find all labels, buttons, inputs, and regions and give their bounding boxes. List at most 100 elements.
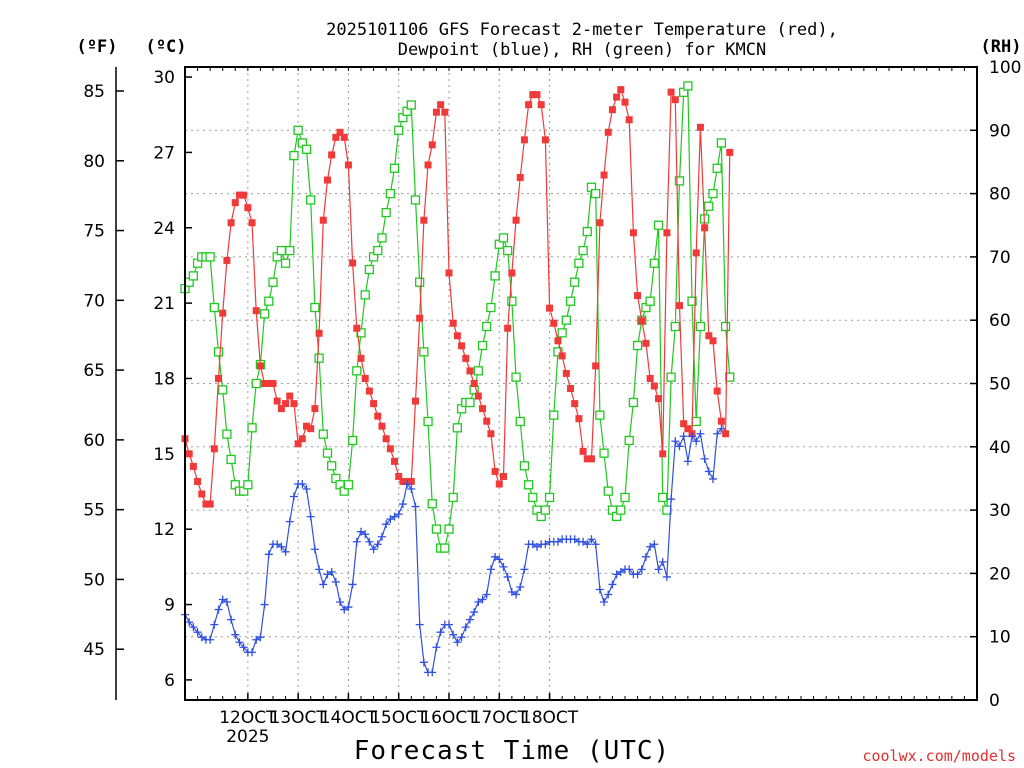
rh-marker: [259, 309, 270, 319]
dewpoint-marker: [315, 565, 324, 574]
rh-marker: [482, 321, 492, 332]
rh-marker: [440, 543, 450, 553]
rh-marker: [264, 296, 274, 306]
temperature-marker: [357, 354, 365, 362]
dewpoint-marker: [369, 545, 378, 554]
dewpoint-marker: [264, 550, 273, 559]
rh-marker: [427, 499, 437, 509]
celsius-tick-label: 6: [164, 671, 175, 691]
rh-marker: [557, 328, 567, 338]
rh-marker: [498, 233, 509, 243]
rh-marker: [213, 347, 224, 357]
rh-marker: [486, 302, 496, 313]
temperature-marker: [265, 380, 273, 387]
temperature-marker: [634, 292, 642, 300]
rh-marker: [490, 271, 500, 281]
dewpoint-marker: [256, 633, 265, 642]
rh-marker: [653, 220, 664, 230]
temperature-marker: [659, 450, 667, 458]
dewpoint-marker: [302, 485, 311, 493]
rh-marker: [452, 423, 463, 433]
temperature-marker: [445, 269, 453, 277]
rh-unit-label: (RH): [981, 37, 1022, 57]
dewpoint-marker: [373, 540, 382, 549]
dewpoint-marker: [298, 479, 307, 488]
temperature-marker: [189, 462, 197, 470]
temperature-marker: [235, 191, 243, 199]
time-tick-label: 15OCT: [370, 708, 428, 728]
rh-marker: [301, 144, 312, 154]
rh-marker: [247, 423, 257, 433]
celsius-tick-label: 27: [153, 143, 175, 163]
dewpoint-marker: [449, 630, 458, 639]
temperature-marker: [692, 249, 700, 257]
rh-marker: [310, 302, 320, 313]
temperature-marker: [303, 422, 311, 430]
temperature-marker: [663, 229, 671, 237]
temperature-marker: [328, 151, 336, 159]
rh-marker: [725, 372, 735, 382]
temperature-marker: [512, 216, 520, 224]
temperature-marker: [638, 317, 646, 325]
temperature-marker: [671, 96, 679, 104]
celsius-tick-label: 30: [153, 68, 175, 88]
temperature-marker: [382, 435, 390, 443]
dewpoint-marker: [633, 570, 642, 579]
rh-tick-label: 50: [989, 375, 1011, 395]
dewpoint-marker: [679, 432, 688, 441]
rh-marker: [591, 188, 601, 199]
rh-marker: [712, 163, 722, 173]
temperature-marker: [202, 500, 210, 508]
dewpoint-marker: [675, 442, 684, 451]
rh-marker: [553, 347, 563, 357]
rh-marker: [444, 524, 454, 534]
time-tick-label: 17OCT: [471, 708, 529, 728]
rh-marker: [519, 461, 530, 471]
temperature-marker: [215, 374, 223, 382]
dewpoint-marker: [382, 520, 391, 529]
temperature-marker: [491, 467, 499, 475]
temperature-marker: [231, 199, 239, 207]
temperature-marker: [713, 387, 721, 395]
temperature-marker: [520, 136, 528, 144]
rh-marker: [322, 448, 333, 458]
dewpoint-marker: [248, 648, 257, 657]
dewpoint-marker: [646, 542, 655, 551]
dewpoint-marker: [717, 424, 726, 433]
temperature-marker: [646, 374, 654, 382]
temperature-marker: [441, 108, 449, 116]
rh-marker: [716, 138, 727, 148]
temperature-marker: [722, 430, 730, 438]
dewpoint-marker: [218, 595, 227, 604]
dewpoint-marker: [398, 500, 407, 509]
temperature-marker: [533, 91, 541, 99]
temperature-marker: [370, 400, 378, 408]
temperature-marker: [525, 101, 533, 109]
temperature-marker: [244, 204, 252, 212]
series-layer: [180, 81, 735, 677]
dewpoint-marker: [591, 540, 600, 549]
rh-marker: [280, 258, 291, 268]
dewpoint-marker: [704, 467, 713, 476]
dewpoint-marker: [658, 557, 667, 566]
rh-marker: [477, 340, 488, 351]
temperature-marker: [696, 123, 704, 131]
dewpoint-marker: [352, 537, 361, 546]
dewpoint-marker: [277, 542, 286, 551]
rh-marker: [666, 372, 676, 382]
rh-marker: [658, 492, 668, 503]
rh-marker: [222, 429, 232, 439]
rh-marker: [415, 277, 425, 287]
rh-marker: [632, 340, 643, 351]
rh-marker: [347, 435, 358, 446]
temperature-marker: [537, 101, 545, 109]
chart-title-line2: Dewpoint (blue), RH (green) for KMCN: [398, 40, 766, 60]
rh-tick-label: 70: [989, 248, 1011, 268]
dewpoint-marker: [340, 605, 349, 614]
temperature-marker: [340, 133, 348, 141]
dewpoint-marker: [377, 532, 386, 541]
rh-marker: [708, 188, 718, 199]
temperature-marker: [185, 450, 193, 458]
temperature-marker: [546, 304, 554, 312]
temperature-marker: [550, 319, 558, 327]
